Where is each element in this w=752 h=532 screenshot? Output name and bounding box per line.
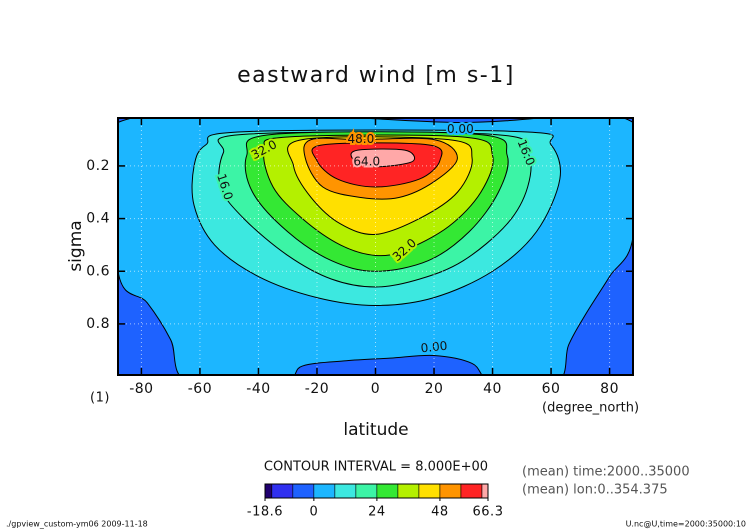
x-axis-label: latitude <box>343 420 408 440</box>
y-tick-label: 0.6 <box>86 263 110 279</box>
y-tick-label: 0.4 <box>86 211 110 227</box>
contour-interval: CONTOUR INTERVAL = 8.000E+00 <box>264 460 488 475</box>
x-tick-label: 80 <box>600 381 619 397</box>
x-tick-label: -60 <box>188 381 212 397</box>
colorbar-segment <box>397 483 420 499</box>
contour-label: 48.0 <box>348 132 375 146</box>
contour-label: 0.00 <box>447 122 474 136</box>
y-tick-label: 0.8 <box>86 316 110 332</box>
note: (mean) time:2000..35000 <box>522 465 690 480</box>
colorbar-segment <box>481 483 489 499</box>
colorbar-segment <box>292 483 315 499</box>
note: (mean) lon:0..354.375 <box>522 483 668 498</box>
x-tick-label: -40 <box>246 381 270 397</box>
colorbar-segment <box>439 483 462 499</box>
y-tick-label: 0.2 <box>86 158 110 174</box>
colorbar-segment <box>418 483 441 499</box>
colorbar-segment <box>313 483 336 499</box>
x-tick-label: 0 <box>371 381 380 397</box>
x-tick-label: 20 <box>425 381 444 397</box>
colorbar-segment <box>271 483 294 499</box>
colorbar-tick-label: 0 <box>309 505 318 520</box>
colorbar-segment <box>460 483 483 499</box>
x-unit: (degree_north) <box>542 401 639 416</box>
footer: ./gpview_custom-ym06 2009-11-18 <box>6 520 148 529</box>
colorbar-tick-label: 48 <box>431 505 449 520</box>
colorbar-segment <box>334 483 357 499</box>
colorbar-segment <box>355 483 378 499</box>
chart-title: eastward wind [m s-1] <box>237 63 515 88</box>
colorbar-tick-label: -18.6 <box>247 505 283 520</box>
colorbar-segment <box>376 483 399 499</box>
x-tick-label: -80 <box>129 381 153 397</box>
x-tick-label: -20 <box>305 381 329 397</box>
contour-label: 0.00 <box>420 339 448 356</box>
y-unit: (1) <box>90 391 110 406</box>
colorbar-tick-label: 66.3 <box>473 505 504 520</box>
footer: U.nc@U,time=2000:35000:10 <box>626 520 746 529</box>
x-tick-label: 40 <box>483 381 502 397</box>
y-axis-label: sigma <box>66 220 86 271</box>
colorbar-tick-label: 24 <box>368 505 386 520</box>
x-tick-label: 60 <box>542 381 561 397</box>
colorbar-segment <box>264 483 273 499</box>
overlay: -80 -60 -40 -20 0 20 40 60 80 0.2 0.4 0.6 0.8 -18.6 0 2… <box>86 117 634 520</box>
